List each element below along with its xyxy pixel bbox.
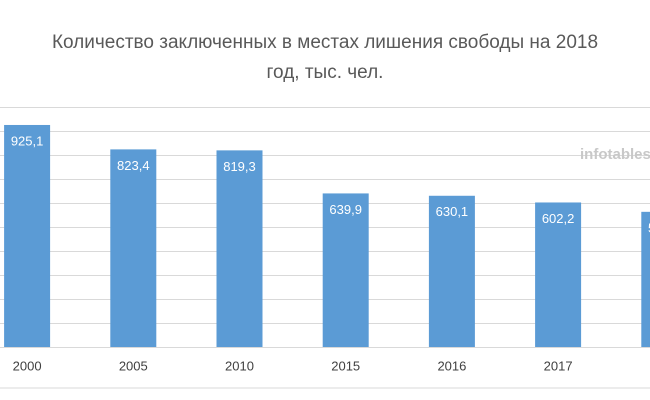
bar (322, 193, 369, 347)
data-label: 602,2 (542, 211, 575, 226)
data-label: 819,3 (223, 159, 256, 174)
bar (428, 195, 475, 347)
x-tick-label: 2015 (331, 358, 360, 373)
bar (535, 202, 582, 347)
bar (4, 124, 51, 347)
data-label: 925,1 (11, 133, 44, 148)
bar (110, 149, 157, 347)
data-label: 630,1 (436, 204, 469, 219)
x-tick-label: 2010 (225, 358, 254, 373)
bar (641, 211, 650, 347)
chart-title: Количество заключенных в местах лишения … (52, 32, 598, 53)
data-label: 823,4 (117, 158, 150, 173)
bar (216, 150, 263, 347)
x-tick-label: 2000 (13, 358, 42, 373)
watermark: infotables.ru (580, 146, 650, 163)
chart-title: год, тыс. чел. (267, 62, 384, 83)
x-tick-label: 2016 (437, 358, 466, 373)
x-tick-label: 2005 (119, 358, 148, 373)
x-tick-label: 2017 (544, 358, 573, 373)
data-label: 639,9 (329, 202, 362, 217)
data-label: 563,2 (648, 220, 650, 235)
